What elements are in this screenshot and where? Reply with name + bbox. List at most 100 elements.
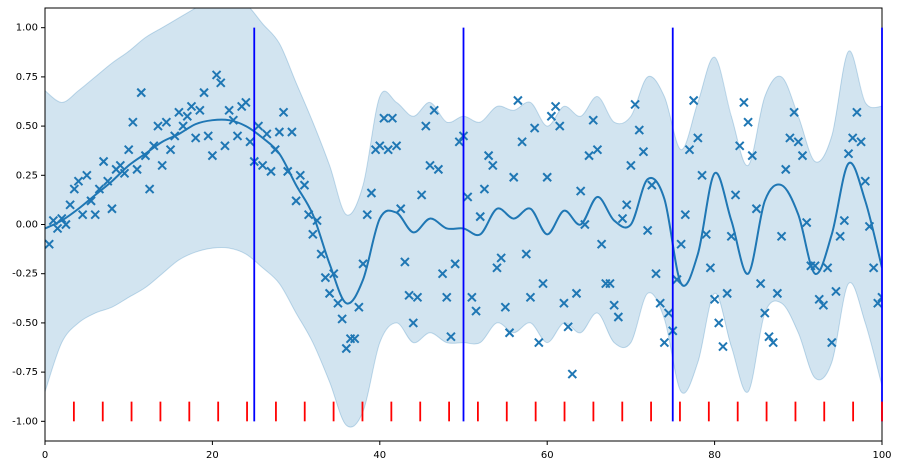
data-point — [638, 146, 649, 157]
data-point — [295, 170, 305, 181]
data-point — [337, 314, 347, 324]
data-point — [408, 318, 418, 328]
data-point — [228, 115, 239, 125]
data-point — [517, 137, 527, 147]
data-point — [500, 302, 511, 312]
data-point — [596, 239, 607, 249]
data-point — [672, 274, 682, 285]
axes: 0 20 40 60 80 100 -1.00 -0.75 -0.50 -0.25 0.00 0.25… — [12, 23, 891, 461]
data-point — [772, 288, 783, 299]
data-point — [224, 105, 234, 116]
data-point — [232, 131, 243, 141]
data-point — [132, 164, 142, 175]
data-point — [454, 137, 465, 147]
data-point — [303, 209, 314, 220]
y-tick-label: 1.00 — [16, 23, 38, 34]
data-point — [190, 133, 201, 143]
data-point — [509, 172, 519, 182]
data-point — [496, 253, 506, 263]
y-tick-label: 0.00 — [16, 220, 38, 231]
data-point — [119, 168, 130, 179]
data-point — [433, 164, 444, 175]
data-point — [103, 176, 113, 186]
data-point — [575, 186, 586, 196]
data-point — [555, 121, 565, 131]
data-point — [312, 215, 322, 226]
data-point — [873, 298, 882, 308]
data-point — [65, 200, 75, 210]
plot-area — [45, 8, 882, 428]
y-tick-label: 0.50 — [16, 121, 38, 132]
data-point — [421, 121, 431, 131]
data-point — [362, 209, 372, 220]
data-point — [768, 337, 778, 348]
data-point — [316, 249, 326, 259]
data-point — [701, 229, 711, 240]
x-tick-label: 40 — [373, 450, 386, 461]
x-tick-label: 60 — [541, 450, 554, 461]
data-point — [797, 150, 808, 161]
y-tick-label: -0.50 — [12, 318, 38, 329]
data-point — [822, 263, 833, 273]
data-point — [425, 160, 435, 171]
data-point — [739, 97, 749, 108]
data-point — [781, 164, 791, 175]
data-point — [48, 215, 59, 226]
data-point — [730, 190, 741, 200]
data-point — [642, 225, 653, 236]
data-point — [630, 99, 640, 110]
data-point — [814, 294, 824, 304]
data-point — [358, 259, 368, 269]
data-point — [776, 231, 787, 242]
data-point — [622, 200, 632, 210]
data-point — [278, 107, 289, 118]
data-point — [529, 123, 540, 133]
data-point — [195, 105, 205, 116]
data-point — [793, 137, 804, 147]
data-point — [107, 204, 117, 214]
data-point — [789, 107, 799, 118]
data-point — [479, 184, 490, 194]
data-point — [580, 219, 590, 230]
data-point — [140, 150, 151, 161]
data-point — [412, 292, 423, 303]
data-point — [538, 278, 548, 289]
data-point — [864, 221, 875, 232]
data-point — [680, 209, 691, 220]
data-point — [835, 231, 845, 242]
data-point — [743, 117, 753, 127]
data-point — [257, 160, 268, 171]
data-point — [442, 292, 452, 303]
data-point — [69, 184, 80, 194]
data-point — [617, 213, 628, 224]
x-tick-label: 100 — [872, 450, 891, 461]
data-point — [98, 156, 109, 167]
data-point — [450, 259, 460, 269]
data-point — [546, 111, 557, 121]
data-point — [57, 213, 67, 224]
data-point — [626, 160, 636, 171]
data-point — [90, 209, 100, 220]
data-point — [379, 113, 389, 123]
data-point — [161, 117, 172, 127]
data-point — [128, 117, 138, 127]
data-point — [149, 141, 159, 151]
data-point — [492, 263, 502, 273]
x-tick-label: 20 — [206, 450, 219, 461]
data-point — [216, 78, 226, 88]
data-point — [605, 278, 615, 289]
data-point — [504, 328, 515, 338]
data-point — [471, 306, 481, 316]
data-point — [341, 343, 352, 354]
data-point — [571, 288, 582, 299]
data-point — [165, 145, 176, 155]
data-point — [609, 300, 619, 310]
data-point — [299, 180, 310, 190]
data-point — [801, 217, 812, 228]
data-point — [877, 292, 882, 303]
data-point — [513, 95, 523, 106]
data-point — [542, 172, 552, 182]
data-point — [207, 150, 218, 161]
data-point — [764, 331, 774, 342]
data-point — [693, 133, 703, 143]
